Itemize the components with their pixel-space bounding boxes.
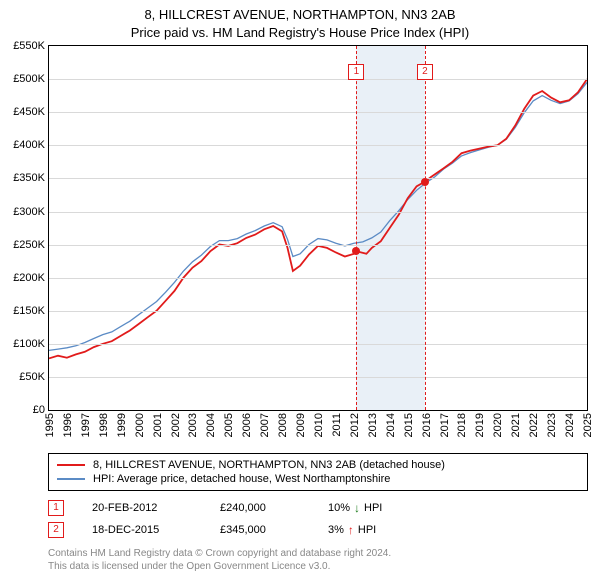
event-marker xyxy=(421,178,429,186)
event-row: 1 20-FEB-2012 £240,000 10% ↓ HPI xyxy=(48,497,588,519)
legend-label: 8, HILLCREST AVENUE, NORTHAMPTON, NN3 2A… xyxy=(93,459,445,471)
x-tick-label: 2022 xyxy=(528,413,540,437)
legend-swatch xyxy=(57,464,85,466)
x-tick-label: 2020 xyxy=(492,413,504,437)
chart-title: 8, HILLCREST AVENUE, NORTHAMPTON, NN3 2A… xyxy=(0,0,600,41)
x-tick-label: 2003 xyxy=(187,413,199,437)
y-tick-label: £450K xyxy=(13,106,45,118)
gridline xyxy=(49,79,587,80)
event-row: 2 18-DEC-2015 £345,000 3% ↑ HPI xyxy=(48,519,588,541)
y-tick-label: £400K xyxy=(13,139,45,151)
y-tick-label: £250K xyxy=(13,239,45,251)
event-diff-label: HPI xyxy=(358,524,376,536)
gridline xyxy=(49,245,587,246)
event-badge: 2 xyxy=(417,64,433,80)
x-tick-label: 2007 xyxy=(259,413,271,437)
x-axis-labels: 1995199619971998199920002001200220032004… xyxy=(48,411,588,451)
event-price: £240,000 xyxy=(220,502,300,514)
x-tick-label: 2001 xyxy=(152,413,164,437)
y-tick-label: £150K xyxy=(13,305,45,317)
event-vline xyxy=(425,46,426,410)
event-diff: 10% ↓ HPI xyxy=(328,501,382,515)
x-tick-label: 2015 xyxy=(403,413,415,437)
chart-lines-svg xyxy=(49,46,587,410)
event-diff-pct: 3% xyxy=(328,524,344,536)
legend-row: HPI: Average price, detached house, West… xyxy=(57,472,579,486)
x-tick-label: 2019 xyxy=(474,413,486,437)
footer-line2: This data is licensed under the Open Gov… xyxy=(48,560,588,573)
arrow-down-icon: ↓ xyxy=(354,501,360,515)
event-diff-label: HPI xyxy=(364,502,382,514)
gridline xyxy=(49,311,587,312)
x-tick-label: 2010 xyxy=(313,413,325,437)
gridline xyxy=(49,178,587,179)
x-tick-label: 2011 xyxy=(331,413,343,437)
gridline xyxy=(49,212,587,213)
x-tick-label: 2014 xyxy=(385,413,397,437)
legend-swatch xyxy=(57,478,85,480)
event-marker xyxy=(352,247,360,255)
y-tick-label: £50K xyxy=(19,371,45,383)
event-number: 2 xyxy=(48,522,64,538)
x-tick-label: 2016 xyxy=(421,413,433,437)
x-tick-label: 2013 xyxy=(367,413,379,437)
x-tick-label: 2002 xyxy=(170,413,182,437)
event-number: 1 xyxy=(48,500,64,516)
event-vline xyxy=(356,46,357,410)
event-diff: 3% ↑ HPI xyxy=(328,523,376,537)
x-tick-label: 1996 xyxy=(62,413,74,437)
gridline xyxy=(49,278,587,279)
x-tick-label: 2017 xyxy=(439,413,451,437)
y-tick-label: £500K xyxy=(13,73,45,85)
y-tick-label: £200K xyxy=(13,272,45,284)
event-price: £345,000 xyxy=(220,524,300,536)
title-line1: 8, HILLCREST AVENUE, NORTHAMPTON, NN3 2A… xyxy=(0,6,600,24)
chart-plot-area: £0£50K£100K£150K£200K£250K£300K£350K£400… xyxy=(48,45,588,411)
x-tick-label: 2005 xyxy=(223,413,235,437)
arrow-up-icon: ↑ xyxy=(348,523,354,537)
x-tick-label: 2009 xyxy=(295,413,307,437)
legend-row: 8, HILLCREST AVENUE, NORTHAMPTON, NN3 2A… xyxy=(57,458,579,472)
x-tick-label: 2025 xyxy=(582,413,594,437)
x-tick-label: 2004 xyxy=(205,413,217,437)
x-tick-label: 2008 xyxy=(277,413,289,437)
gridline xyxy=(49,344,587,345)
event-badge: 1 xyxy=(348,64,364,80)
y-tick-label: £300K xyxy=(13,206,45,218)
events-block: 1 20-FEB-2012 £240,000 10% ↓ HPI 2 18-DEC-2015 £… xyxy=(48,497,588,541)
x-tick-label: 2021 xyxy=(510,413,522,437)
title-line2: Price paid vs. HM Land Registry's House … xyxy=(0,24,600,42)
x-tick-label: 2018 xyxy=(456,413,468,437)
event-date: 20-FEB-2012 xyxy=(92,502,192,514)
x-tick-label: 1997 xyxy=(80,413,92,437)
y-tick-label: £350K xyxy=(13,172,45,184)
legend-box: 8, HILLCREST AVENUE, NORTHAMPTON, NN3 2A… xyxy=(48,453,588,491)
footer-attribution: Contains HM Land Registry data © Crown c… xyxy=(48,547,588,573)
event-date: 18-DEC-2015 xyxy=(92,524,192,536)
series-property xyxy=(49,79,587,358)
x-tick-label: 2000 xyxy=(134,413,146,437)
legend-label: HPI: Average price, detached house, West… xyxy=(93,473,390,485)
x-tick-label: 1995 xyxy=(44,413,56,437)
footer-line1: Contains HM Land Registry data © Crown c… xyxy=(48,547,588,560)
y-tick-label: £100K xyxy=(13,338,45,350)
gridline xyxy=(49,145,587,146)
y-tick-label: £550K xyxy=(13,40,45,52)
x-tick-label: 1998 xyxy=(98,413,110,437)
event-diff-pct: 10% xyxy=(328,502,350,514)
x-tick-label: 2012 xyxy=(349,413,361,437)
gridline xyxy=(49,112,587,113)
x-tick-label: 2006 xyxy=(241,413,253,437)
gridline xyxy=(49,377,587,378)
x-tick-label: 2023 xyxy=(546,413,558,437)
x-tick-label: 1999 xyxy=(116,413,128,437)
x-tick-label: 2024 xyxy=(564,413,576,437)
